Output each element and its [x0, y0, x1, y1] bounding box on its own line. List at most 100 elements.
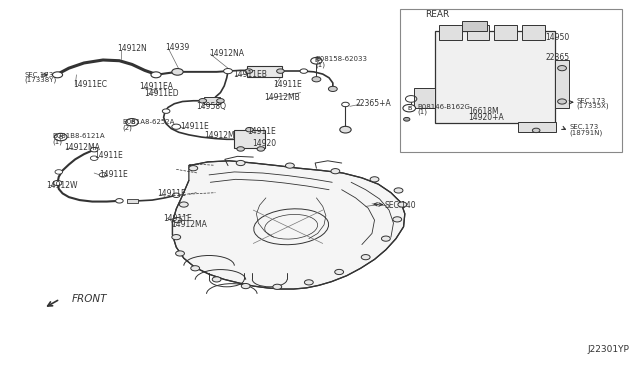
Text: SEC.173: SEC.173 [569, 125, 598, 131]
Text: 14958Q: 14958Q [196, 102, 227, 111]
Circle shape [342, 102, 349, 107]
Circle shape [212, 277, 221, 282]
Text: 14912NA: 14912NA [209, 49, 244, 58]
Bar [247, 65, 282, 77]
Text: 14911E: 14911E [180, 122, 209, 131]
Circle shape [237, 147, 244, 151]
Circle shape [241, 283, 250, 289]
Circle shape [53, 180, 62, 186]
Circle shape [179, 202, 188, 207]
Circle shape [557, 65, 566, 71]
Text: B081B8-6121A: B081B8-6121A [52, 133, 105, 140]
Text: 22365: 22365 [545, 53, 569, 62]
Text: B: B [407, 106, 412, 111]
Text: 14911E: 14911E [247, 126, 276, 136]
Bar [518, 122, 556, 132]
Text: 14911E: 14911E [164, 214, 193, 223]
Text: (17335X): (17335X) [577, 103, 609, 109]
Text: 14950: 14950 [545, 33, 569, 42]
Circle shape [116, 199, 123, 203]
Bar [234, 130, 265, 148]
Text: B: B [130, 120, 134, 125]
Circle shape [236, 160, 245, 166]
Text: (2): (2) [122, 124, 132, 131]
Polygon shape [172, 161, 405, 289]
Circle shape [300, 69, 308, 73]
Circle shape [370, 177, 379, 182]
Bar [467, 25, 490, 39]
Text: (1): (1) [315, 61, 325, 68]
Text: 14912MA: 14912MA [171, 221, 207, 230]
Circle shape [276, 69, 284, 73]
Circle shape [393, 217, 402, 222]
Circle shape [273, 284, 282, 289]
Text: 14912MA: 14912MA [64, 143, 100, 152]
Circle shape [245, 69, 253, 73]
Text: 14912M: 14912M [204, 131, 235, 140]
Circle shape [404, 118, 410, 121]
Text: 14911E: 14911E [273, 80, 302, 89]
Text: (1): (1) [417, 109, 428, 115]
Text: FRONT: FRONT [72, 294, 107, 304]
Text: REAR: REAR [425, 10, 449, 19]
Circle shape [125, 119, 138, 126]
Circle shape [223, 68, 232, 74]
Text: B08146-B162G: B08146-B162G [417, 104, 470, 110]
Bar [414, 88, 435, 108]
Circle shape [340, 126, 351, 133]
Bar [439, 25, 461, 39]
Bar [204, 97, 220, 104]
Bar [555, 60, 569, 108]
Circle shape [173, 218, 182, 223]
Text: B08158-62033: B08158-62033 [315, 56, 367, 62]
Text: 14920+A: 14920+A [468, 113, 504, 122]
Circle shape [99, 173, 107, 177]
Text: J22301YP: J22301YP [588, 345, 630, 354]
Text: SEC.173: SEC.173 [25, 72, 54, 78]
Circle shape [55, 170, 63, 174]
Circle shape [172, 193, 180, 198]
Text: 14912W: 14912W [46, 181, 77, 190]
Circle shape [328, 86, 337, 92]
Text: 14912MB: 14912MB [265, 93, 300, 102]
Bar [435, 31, 555, 123]
Circle shape [163, 109, 170, 113]
Circle shape [398, 202, 407, 207]
Text: 14911E: 14911E [99, 170, 128, 179]
Text: 14911EC: 14911EC [74, 80, 108, 89]
Bar [127, 199, 138, 203]
Circle shape [331, 169, 340, 174]
Circle shape [52, 72, 63, 78]
Circle shape [361, 254, 370, 260]
Circle shape [90, 156, 98, 160]
Text: 14911EA: 14911EA [140, 82, 173, 91]
Circle shape [54, 134, 67, 141]
Circle shape [199, 99, 207, 103]
Circle shape [172, 235, 180, 240]
Text: 14939: 14939 [165, 42, 189, 51]
Circle shape [90, 147, 98, 152]
Circle shape [151, 72, 161, 78]
Text: B: B [58, 135, 63, 140]
Circle shape [557, 99, 566, 104]
Circle shape [189, 166, 198, 171]
Text: 14911ED: 14911ED [145, 89, 179, 98]
Text: (1): (1) [52, 138, 63, 145]
Circle shape [312, 77, 321, 82]
Circle shape [403, 105, 415, 112]
Circle shape [191, 266, 200, 271]
Circle shape [394, 188, 403, 193]
Text: B: B [314, 58, 319, 63]
Circle shape [175, 251, 184, 256]
Text: B081A8-6252A: B081A8-6252A [122, 119, 174, 125]
Text: (17338Y): (17338Y) [25, 76, 57, 83]
Text: SEC.140: SEC.140 [385, 201, 416, 210]
Text: (18791N): (18791N) [569, 129, 602, 136]
Circle shape [305, 280, 313, 285]
Circle shape [285, 163, 294, 168]
Circle shape [532, 128, 540, 133]
Text: 14911E: 14911E [157, 189, 186, 198]
Text: 14912N: 14912N [118, 44, 147, 53]
Bar [461, 21, 487, 31]
Circle shape [381, 236, 390, 241]
